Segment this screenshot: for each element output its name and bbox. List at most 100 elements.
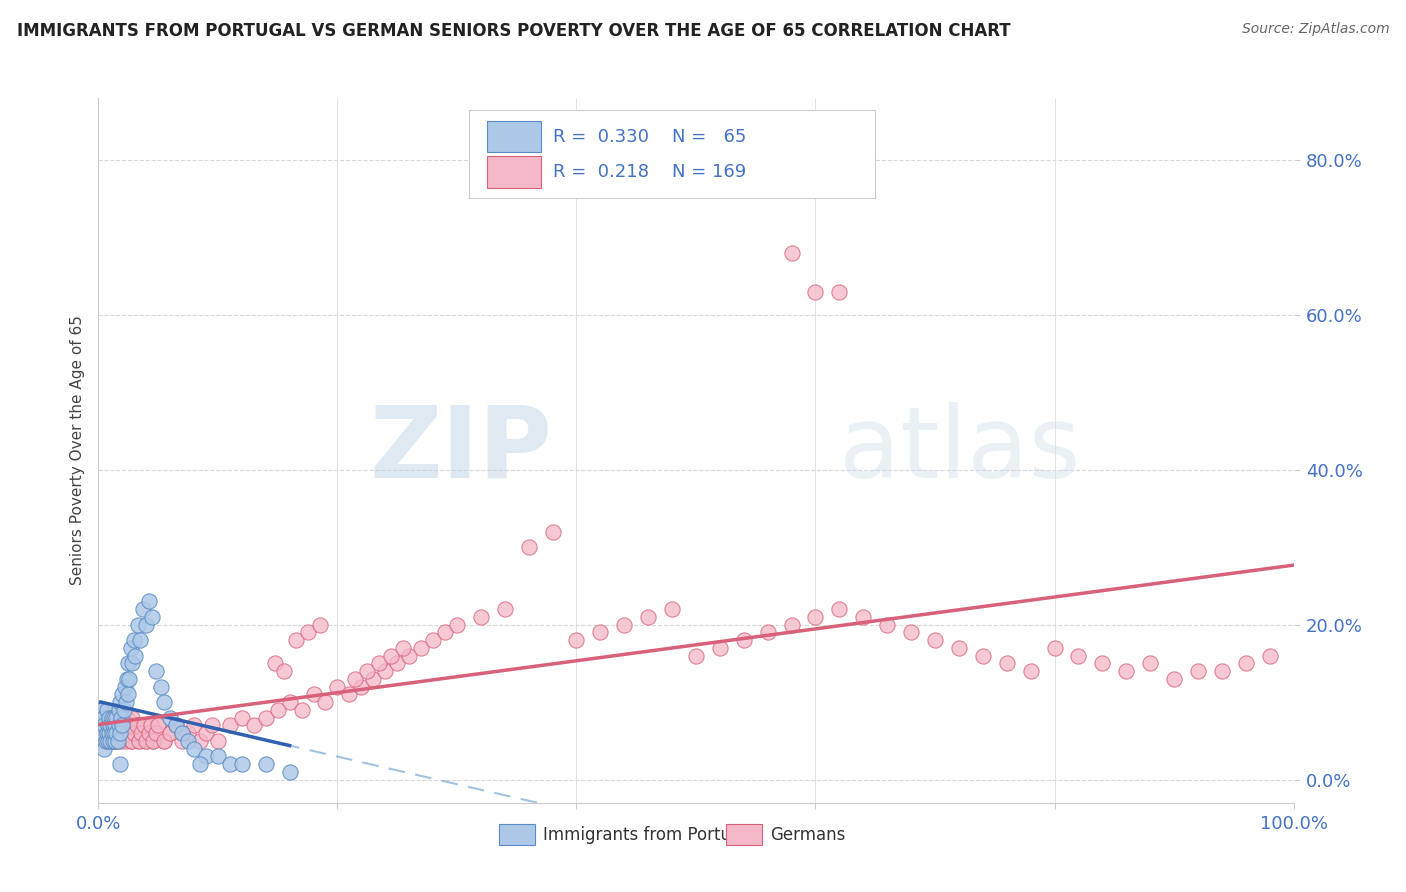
Point [411,640,433,655]
Point [115,672,138,686]
Point [98,734,121,748]
Point [422,633,444,648]
Point [98,711,121,725]
Point [107,734,129,748]
Point [100,711,122,725]
Point [148,718,170,732]
Point [98,726,121,740]
Point [108,695,131,709]
Point [100,718,122,732]
Point [995,657,1018,671]
Point [315,695,337,709]
Point [139,718,162,732]
Point [195,726,218,740]
Point [100,734,122,748]
Point [125,718,148,732]
Text: Germans: Germans [770,825,845,844]
Point [127,617,149,632]
Point [165,718,187,732]
Point [876,617,898,632]
Point [165,718,187,732]
Point [254,711,277,725]
Point [709,640,731,655]
Point [1091,657,1114,671]
Point [115,695,138,709]
Point [97,726,120,740]
Point [98,726,121,740]
Point [434,625,457,640]
Point [96,703,118,717]
Point [91,726,114,740]
Text: Source: ZipAtlas.com: Source: ZipAtlas.com [1241,22,1389,37]
Point [103,711,125,725]
Point [103,726,125,740]
Point [780,617,803,632]
Point [118,718,141,732]
Y-axis label: Seniors Poverty Over the Age of 65: Seniors Poverty Over the Age of 65 [69,316,84,585]
Point [108,718,131,732]
Point [135,734,157,748]
Point [350,680,373,694]
Point [1234,657,1257,671]
Point [101,718,124,732]
Point [188,734,211,748]
Point [100,711,122,725]
Point [165,718,187,732]
Point [91,711,114,725]
Point [91,726,114,740]
Point [93,734,115,748]
Point [98,734,122,748]
Point [100,726,122,740]
Point [118,718,141,732]
Point [114,680,136,694]
Point [101,726,124,740]
Point [733,633,755,648]
Point [326,680,349,694]
Point [98,718,121,732]
Point [91,726,114,740]
Bar [499,824,534,845]
Point [804,285,827,299]
Point [153,734,176,748]
Point [104,726,127,740]
Point [207,734,229,748]
Point [96,711,118,725]
Point [138,726,160,740]
Point [108,718,131,732]
Point [129,633,152,648]
Point [94,734,117,748]
Point [380,648,402,663]
Bar [725,824,762,845]
Point [138,726,160,740]
Point [97,734,120,748]
Point [149,680,172,694]
Point [110,734,132,748]
Point [96,726,118,740]
Point [93,741,115,756]
Point [142,734,165,748]
Point [565,633,588,648]
Point [278,764,301,779]
Point [1187,664,1209,678]
Point [637,610,659,624]
Point [661,602,683,616]
Point [685,648,707,663]
Point [96,711,118,725]
Point [264,657,287,671]
Point [1067,648,1090,663]
Point [91,711,114,725]
Point [145,664,167,678]
Point [183,741,205,756]
Text: IMMIGRANTS FROM PORTUGAL VS GERMAN SENIORS POVERTY OVER THE AGE OF 65 CORRELATIO: IMMIGRANTS FROM PORTUGAL VS GERMAN SENIO… [17,22,1011,40]
Point [398,648,420,663]
Text: R =  0.218    N = 169: R = 0.218 N = 169 [553,163,745,181]
Point [101,734,124,748]
Point [1163,672,1185,686]
Point [125,718,148,732]
Point [124,726,146,740]
Point [177,734,200,748]
Text: ZIP: ZIP [370,402,553,499]
Point [148,718,170,732]
Point [97,734,120,748]
Point [93,703,115,717]
